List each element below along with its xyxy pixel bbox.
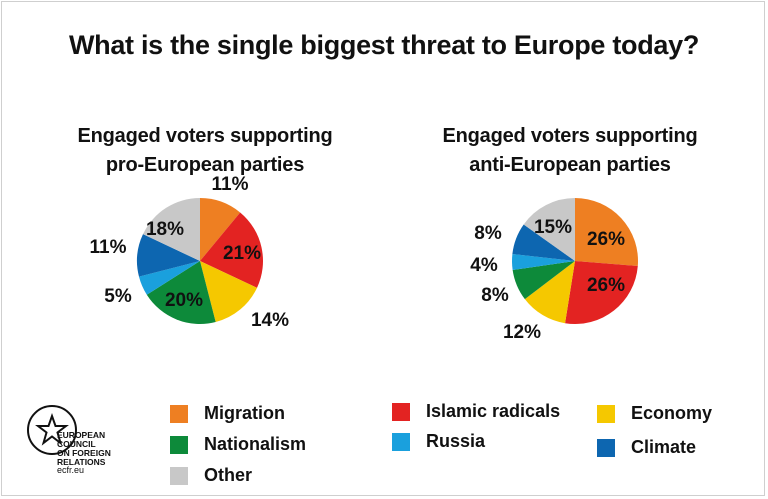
data-label-anti-russia: 4%: [470, 255, 498, 276]
pie-slice-anti-nationalism: [512, 261, 575, 300]
legend-item-economy: Economy: [597, 403, 712, 424]
data-label-pro-other: 18%: [146, 219, 184, 240]
data-label-anti-other: 15%: [534, 217, 572, 238]
data-label-anti-climate: 8%: [474, 223, 502, 244]
legend-swatch-economy: [597, 404, 615, 423]
legend-item-climate: Climate: [597, 437, 696, 458]
pie-slice-anti-other: [523, 198, 575, 261]
data-label-anti-economy: 12%: [503, 322, 541, 343]
legend-swatch-islamic-radicals: [392, 402, 410, 421]
legend-item-migration: Migration: [170, 403, 285, 424]
data-label-pro-islamic-radicals: 21%: [223, 243, 261, 264]
pie-slice-anti-russia: [512, 254, 575, 270]
data-label-pro-climate: 11%: [90, 237, 127, 258]
pie-title-pro-european: Engaged voters supporting pro-European p…: [77, 125, 333, 176]
legend-swatch-migration: [170, 404, 188, 423]
legend-swatch-russia: [392, 432, 410, 451]
pie-slice-anti-economy: [524, 261, 575, 324]
ecfr-logo-text: EUROPEAN COUNCIL ON FOREIGN RELATIONS: [57, 430, 111, 467]
legend-item-nationalism: Nationalism: [170, 434, 306, 455]
legend-item-islamic-radicals: Islamic radicals: [392, 401, 560, 422]
ecfr-logo-icon: [27, 405, 77, 455]
data-label-anti-nationalism: 8%: [481, 285, 509, 306]
pie-slice-pro-economy: [200, 261, 257, 323]
data-label-pro-migration: 11%: [212, 174, 249, 195]
pie-slice-pro-other: [143, 198, 200, 261]
data-label-pro-nationalism: 20%: [165, 290, 203, 311]
pie-slice-pro-migration: [200, 198, 241, 261]
legend-swatch-nationalism: [170, 435, 188, 454]
pie-slice-pro-russia: [138, 261, 200, 295]
pie-slice-anti-migration: [575, 198, 638, 266]
pie-slice-anti-climate: [512, 224, 575, 261]
ecfr-url: ecfr.eu: [57, 465, 85, 475]
legend-item-russia: Russia: [392, 431, 485, 452]
pie-slice-anti-islamic-radicals: [565, 261, 638, 325]
data-label-pro-economy: 14%: [251, 310, 289, 331]
chart-title: What is the single biggest threat to Eur…: [68, 30, 700, 60]
data-label-anti-islamic-radicals: 26%: [587, 275, 625, 296]
pie-title-anti-european: Engaged voters supporting anti-European …: [442, 125, 698, 176]
data-label-pro-russia: 5%: [104, 286, 132, 307]
legend-swatch-other: [170, 466, 188, 485]
pie-slice-pro-climate: [137, 234, 200, 277]
pie-slice-pro-islamic-radicals: [200, 212, 263, 288]
data-label-anti-migration: 26%: [587, 229, 625, 250]
pie-slice-pro-nationalism: [146, 261, 216, 324]
legend-item-other: Other: [170, 465, 252, 486]
legend-swatch-climate: [597, 438, 615, 457]
